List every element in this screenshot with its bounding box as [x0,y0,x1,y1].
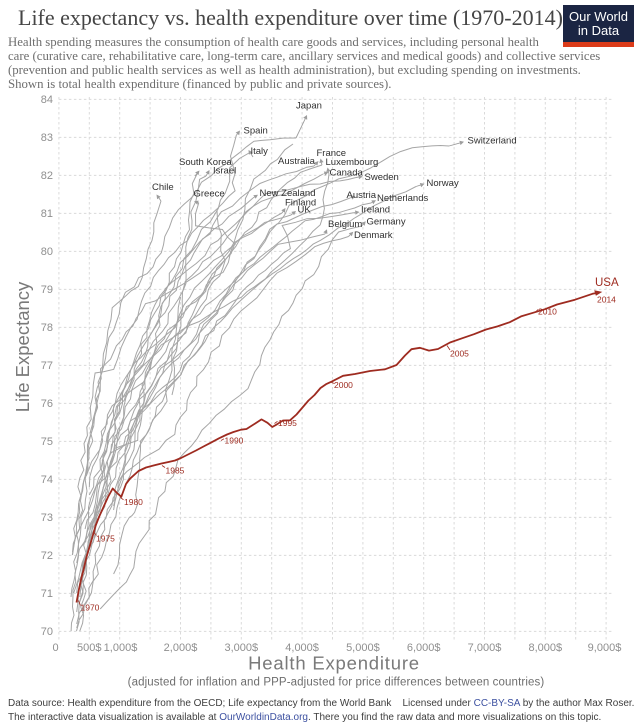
svg-text:1970: 1970 [81,603,100,613]
svg-text:80: 80 [41,246,53,258]
svg-text:1995: 1995 [278,418,297,428]
svg-text:2000: 2000 [334,380,353,390]
svg-text:1990: 1990 [225,436,244,446]
svg-text:75: 75 [41,436,53,448]
svg-text:74: 74 [41,474,53,486]
svg-text:South Korea: South Korea [179,157,233,168]
svg-text:3,000$: 3,000$ [224,642,258,654]
svg-text:Switzerland: Switzerland [468,136,517,147]
svg-text:USA: USA [595,277,619,289]
svg-text:Netherlands: Netherlands [377,193,428,204]
svg-text:1,000$: 1,000$ [104,642,138,654]
svg-text:Israel: Israel [213,166,236,177]
svg-text:Germany: Germany [367,217,406,228]
svg-text:2005: 2005 [450,349,469,359]
svg-text:7,000$: 7,000$ [468,642,502,654]
svg-text:1975: 1975 [96,534,115,544]
svg-text:82: 82 [41,170,53,182]
svg-text:9,000$: 9,000$ [588,642,622,654]
svg-text:Austria: Austria [347,190,377,201]
svg-text:1980: 1980 [124,497,143,507]
svg-text:Denmark: Denmark [354,230,393,241]
svg-text:Finland: Finland [285,198,316,209]
svg-text:81: 81 [41,208,53,220]
svg-text:73: 73 [41,512,53,524]
svg-text:France: France [317,148,347,159]
svg-text:83: 83 [41,132,53,144]
svg-text:Luxembourg: Luxembourg [326,157,379,168]
svg-text:Life Expectancy: Life Expectancy [12,281,33,412]
svg-text:Chile: Chile [152,182,174,193]
svg-text:UK: UK [298,205,312,216]
svg-text:2010: 2010 [538,307,557,317]
svg-text:5,000$: 5,000$ [346,642,380,654]
svg-text:8,000$: 8,000$ [528,642,562,654]
svg-text:Spain: Spain [244,126,268,137]
svg-text:72: 72 [41,550,53,562]
svg-text:500$: 500$ [77,642,101,654]
svg-text:Health Expenditure: Health Expenditure [248,653,420,674]
svg-text:Canada: Canada [330,168,364,179]
svg-text:Australia: Australia [278,156,316,167]
svg-text:2,000$: 2,000$ [164,642,198,654]
svg-text:4,000$: 4,000$ [285,642,319,654]
svg-text:71: 71 [41,588,53,600]
svg-text:Italy: Italy [251,146,269,157]
svg-text:70: 70 [41,626,53,638]
svg-text:77: 77 [41,360,53,372]
svg-text:78: 78 [41,322,53,334]
svg-text:1985: 1985 [166,466,185,476]
svg-text:Belgium: Belgium [328,219,362,230]
svg-text:Norway: Norway [427,178,459,189]
svg-text:0: 0 [52,642,58,654]
svg-text:2014: 2014 [597,295,616,305]
svg-text:Sweden: Sweden [365,172,399,183]
svg-text:6,000$: 6,000$ [407,642,441,654]
svg-text:84: 84 [41,94,53,106]
svg-text:(adjusted for inflation and PP: (adjusted for inflation and PPP-adjusted… [128,677,545,689]
svg-text:Ireland: Ireland [361,205,390,216]
svg-text:79: 79 [41,284,53,296]
svg-text:New Zealand: New Zealand [260,188,316,199]
svg-text:76: 76 [41,398,53,410]
svg-text:Japan: Japan [296,101,322,112]
svg-text:Greece: Greece [194,189,225,200]
